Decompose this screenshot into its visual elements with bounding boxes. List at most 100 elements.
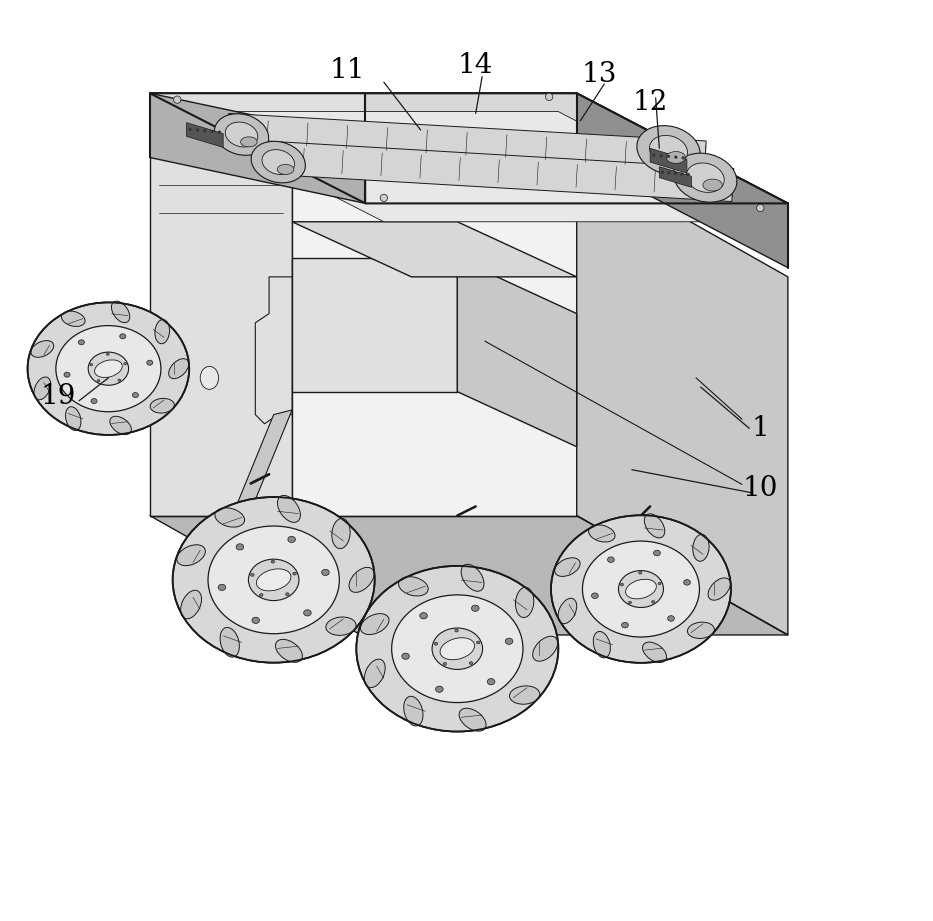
- Ellipse shape: [621, 623, 628, 628]
- Ellipse shape: [649, 135, 688, 165]
- Ellipse shape: [509, 686, 540, 705]
- Polygon shape: [292, 157, 577, 516]
- Ellipse shape: [674, 172, 676, 175]
- Ellipse shape: [89, 352, 129, 385]
- Ellipse shape: [124, 363, 127, 365]
- Ellipse shape: [262, 149, 295, 175]
- Ellipse shape: [703, 179, 722, 191]
- Ellipse shape: [558, 599, 577, 624]
- Ellipse shape: [708, 577, 731, 600]
- Polygon shape: [251, 508, 283, 538]
- Ellipse shape: [434, 642, 438, 646]
- Ellipse shape: [91, 399, 97, 403]
- Ellipse shape: [628, 601, 632, 604]
- Ellipse shape: [667, 155, 670, 157]
- Polygon shape: [149, 93, 787, 204]
- Ellipse shape: [469, 661, 473, 665]
- Polygon shape: [577, 93, 787, 268]
- Polygon shape: [263, 141, 733, 202]
- Ellipse shape: [285, 593, 289, 596]
- Ellipse shape: [674, 153, 737, 203]
- Ellipse shape: [275, 639, 302, 662]
- Ellipse shape: [150, 399, 174, 414]
- Ellipse shape: [687, 173, 689, 176]
- Polygon shape: [256, 277, 292, 424]
- Text: 11: 11: [329, 57, 365, 84]
- Text: 19: 19: [40, 383, 76, 410]
- Ellipse shape: [169, 358, 188, 379]
- Ellipse shape: [272, 560, 274, 563]
- Ellipse shape: [639, 572, 642, 574]
- Ellipse shape: [668, 171, 670, 174]
- Ellipse shape: [64, 372, 70, 377]
- Ellipse shape: [440, 637, 475, 659]
- Polygon shape: [168, 111, 770, 222]
- Ellipse shape: [454, 629, 458, 632]
- Ellipse shape: [364, 659, 385, 688]
- Polygon shape: [577, 157, 787, 635]
- Ellipse shape: [459, 708, 486, 731]
- Polygon shape: [660, 167, 691, 187]
- Ellipse shape: [506, 638, 513, 645]
- Polygon shape: [149, 516, 787, 635]
- Ellipse shape: [65, 407, 81, 430]
- Ellipse shape: [546, 93, 553, 100]
- Ellipse shape: [259, 593, 263, 597]
- Ellipse shape: [215, 507, 244, 527]
- Ellipse shape: [155, 320, 170, 344]
- Ellipse shape: [173, 497, 375, 663]
- Ellipse shape: [471, 605, 479, 612]
- Ellipse shape: [668, 615, 675, 621]
- Ellipse shape: [251, 574, 254, 577]
- Ellipse shape: [620, 583, 623, 586]
- Polygon shape: [149, 93, 366, 121]
- Ellipse shape: [356, 565, 558, 731]
- Ellipse shape: [303, 610, 312, 616]
- Ellipse shape: [236, 543, 244, 550]
- Ellipse shape: [56, 326, 160, 412]
- Ellipse shape: [582, 542, 700, 637]
- Ellipse shape: [592, 593, 598, 599]
- Polygon shape: [292, 259, 457, 391]
- Ellipse shape: [181, 590, 202, 619]
- Ellipse shape: [196, 129, 199, 132]
- Ellipse shape: [680, 172, 683, 175]
- Ellipse shape: [177, 545, 205, 565]
- Polygon shape: [577, 93, 787, 231]
- Ellipse shape: [643, 642, 666, 662]
- Ellipse shape: [111, 301, 130, 322]
- Ellipse shape: [687, 163, 724, 192]
- Ellipse shape: [436, 686, 443, 693]
- Ellipse shape: [332, 519, 350, 549]
- Ellipse shape: [188, 128, 191, 131]
- Ellipse shape: [675, 156, 677, 158]
- Ellipse shape: [398, 577, 428, 596]
- Ellipse shape: [220, 627, 240, 657]
- Ellipse shape: [533, 636, 558, 661]
- Ellipse shape: [654, 550, 661, 555]
- Ellipse shape: [241, 137, 258, 147]
- Ellipse shape: [97, 379, 100, 382]
- Polygon shape: [650, 148, 687, 173]
- Ellipse shape: [637, 125, 700, 175]
- Polygon shape: [232, 410, 292, 516]
- Ellipse shape: [215, 114, 269, 156]
- Ellipse shape: [477, 641, 480, 644]
- Ellipse shape: [661, 170, 664, 173]
- Ellipse shape: [146, 360, 153, 366]
- Text: 14: 14: [458, 52, 494, 79]
- Ellipse shape: [322, 569, 329, 576]
- Ellipse shape: [355, 365, 376, 391]
- Ellipse shape: [218, 584, 226, 590]
- Text: 13: 13: [582, 62, 618, 88]
- Ellipse shape: [218, 131, 221, 134]
- Ellipse shape: [555, 558, 580, 577]
- Ellipse shape: [402, 653, 410, 659]
- Ellipse shape: [252, 617, 259, 624]
- Ellipse shape: [392, 595, 523, 703]
- Ellipse shape: [349, 567, 374, 592]
- Ellipse shape: [94, 360, 122, 378]
- Ellipse shape: [420, 612, 427, 619]
- Polygon shape: [227, 113, 706, 174]
- Ellipse shape: [443, 662, 447, 665]
